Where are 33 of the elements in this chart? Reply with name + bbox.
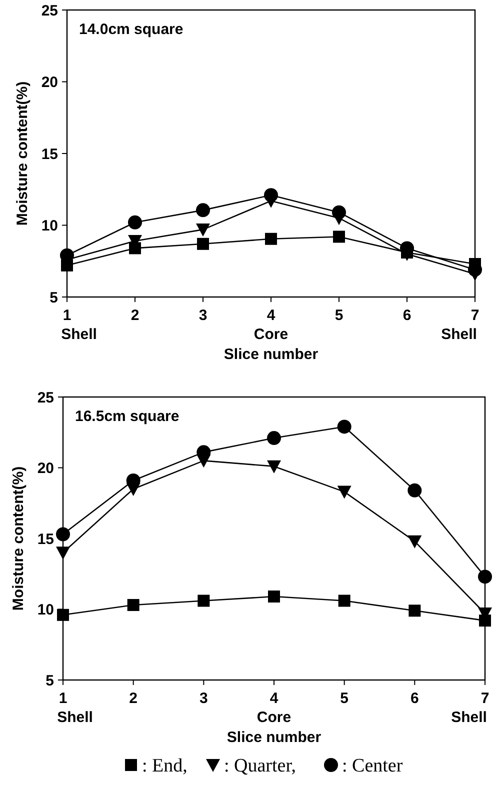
x-tick-label: 6 xyxy=(410,690,419,707)
legend-label: : Center xyxy=(342,756,404,777)
x-tick-label: 1 Shell xyxy=(61,307,97,343)
y-tick-label: 25 xyxy=(41,2,58,20)
x-tick-label: 1 Shell xyxy=(57,690,93,726)
x-tick-label: 4 Core xyxy=(256,690,292,726)
y-tick-label: 10 xyxy=(37,602,54,618)
y-tick-label: 5 xyxy=(46,672,54,690)
y-tick-label: 15 xyxy=(37,530,54,548)
y-tick-label: 20 xyxy=(41,74,58,91)
x-tick-label: 2 xyxy=(130,307,140,324)
y-tick-label: 10 xyxy=(41,218,58,234)
text: 16.5cm square xyxy=(75,408,180,425)
x-axis-title: Slice number xyxy=(226,729,322,746)
x-axis-title: Slice number xyxy=(224,346,318,363)
y-tick-label: 5 xyxy=(50,289,58,306)
x-tick-label: 5 xyxy=(334,307,344,324)
legend-label: : End, xyxy=(142,756,188,777)
x-tick-label: 5 xyxy=(340,690,349,707)
x-tick-label: 7 Shell xyxy=(441,307,480,343)
x-tick-label: 2 xyxy=(129,690,138,707)
legend-label: : Quarter, xyxy=(224,756,296,777)
x-tick-label: 3 xyxy=(198,307,208,324)
y-tick-label: 15 xyxy=(41,146,58,163)
x-tick-label: 4 Core xyxy=(254,307,288,343)
x-tick-label: 6 xyxy=(402,307,412,324)
text: 14.0cm square xyxy=(79,21,184,38)
y-axis-title: Moisture content(%) xyxy=(10,466,27,611)
y-tick-label: 25 xyxy=(37,389,54,406)
y-axis-title: Moisture content(%) xyxy=(14,81,31,226)
x-tick-label: 7 Shell xyxy=(451,690,490,726)
x-tick-label: 3 xyxy=(199,690,208,707)
y-tick-label: 20 xyxy=(37,460,54,477)
